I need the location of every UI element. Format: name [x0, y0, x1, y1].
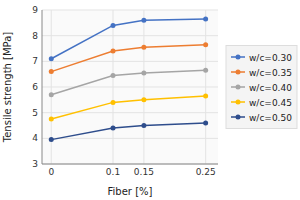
- grid-line-y: [42, 164, 218, 165]
- series-marker: [49, 69, 54, 74]
- plot-area: [42, 10, 218, 164]
- legend-marker: [236, 70, 241, 75]
- series-marker: [111, 73, 116, 78]
- grid-line-x: [143, 10, 144, 164]
- y-axis-label: Tensile strength [MPa]: [2, 32, 13, 144]
- series-marker: [203, 120, 208, 125]
- grid-line-y: [42, 87, 218, 88]
- legend-marker: [236, 115, 241, 120]
- series-marker: [111, 100, 116, 105]
- series-line: [51, 96, 205, 119]
- y-tick-label: 5: [32, 108, 38, 118]
- grid-line-y: [42, 35, 218, 36]
- x-tick-label: 0.25: [196, 167, 216, 177]
- grid-line-y: [42, 10, 218, 11]
- legend-label: w/c=0.35: [249, 68, 292, 78]
- x-axis-line: [42, 164, 218, 165]
- x-tick-label: 0.15: [134, 167, 154, 177]
- series-line: [51, 19, 205, 59]
- legend-box: [226, 46, 297, 129]
- grid-line-y: [42, 138, 218, 139]
- y-tick-label: 6: [32, 82, 38, 92]
- series-marker: [141, 123, 146, 128]
- series-marker: [141, 97, 146, 102]
- series-marker: [111, 126, 116, 131]
- series-marker: [49, 117, 54, 122]
- series-line: [51, 123, 205, 140]
- grid-line-y: [42, 61, 218, 62]
- series-marker: [203, 68, 208, 73]
- series-marker: [49, 56, 54, 61]
- series-marker: [203, 42, 208, 47]
- series-marker: [141, 70, 146, 75]
- series-marker: [49, 137, 54, 142]
- series-marker: [111, 49, 116, 54]
- y-tick-label: 4: [32, 133, 38, 143]
- legend-label: w/c=0.50: [249, 113, 292, 123]
- x-axis-label: Fiber [%]: [108, 186, 153, 197]
- legend-marker: [236, 55, 241, 60]
- grid-line-x: [113, 10, 114, 164]
- y-tick-label: 3: [32, 159, 38, 169]
- series-marker: [203, 93, 208, 98]
- legend-marker: [236, 85, 241, 90]
- series-marker: [141, 18, 146, 23]
- series-marker: [49, 92, 54, 97]
- series-line: [51, 70, 205, 94]
- x-tick-label: 0.1: [106, 167, 120, 177]
- marks: [49, 16, 208, 142]
- series-marker: [111, 23, 116, 28]
- legend-label: w/c=0.40: [249, 83, 292, 93]
- legend-label: w/c=0.45: [249, 98, 292, 108]
- y-tick-label: 9: [32, 5, 38, 15]
- y-axis-line: [42, 10, 43, 164]
- x-tick-label: 0: [48, 167, 54, 177]
- series-marker: [203, 16, 208, 21]
- grid-line-x: [205, 10, 206, 164]
- y-tick-label: 8: [32, 31, 38, 41]
- legend-marker: [236, 100, 241, 105]
- series-marker: [141, 45, 146, 50]
- grid-line-y: [42, 112, 218, 113]
- legend-label: w/c=0.30: [249, 53, 292, 63]
- series-line: [51, 45, 205, 72]
- y-tick-label: 7: [32, 56, 38, 66]
